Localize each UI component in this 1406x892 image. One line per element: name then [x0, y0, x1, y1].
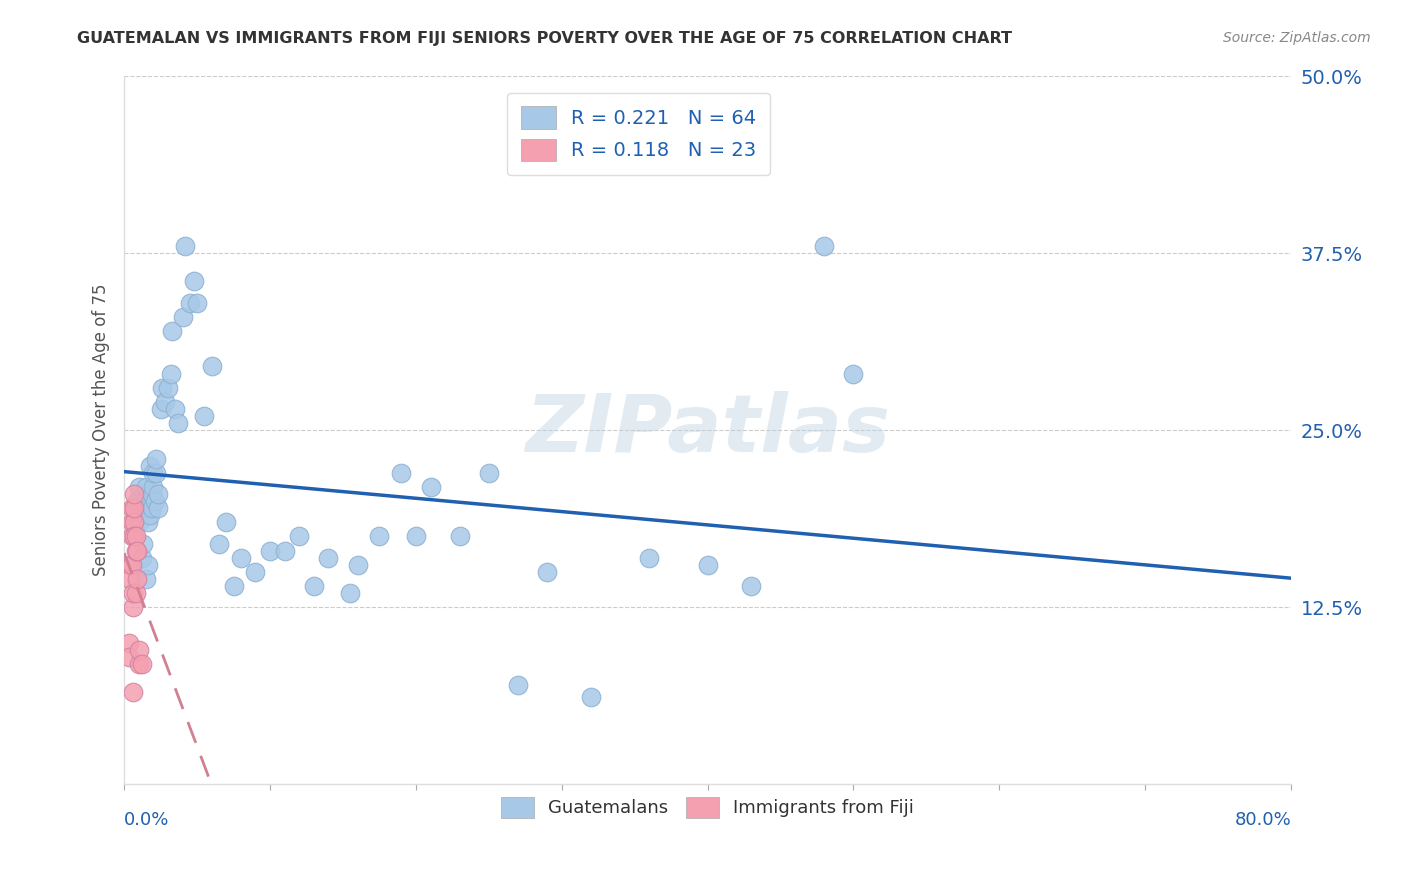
Point: [389, 466, 412, 480]
Point: [128, 480, 150, 494]
Point: [127, 543, 149, 558]
Point: [245, 565, 267, 579]
Point: [156, 381, 179, 395]
Point: [142, 466, 165, 480]
Text: GUATEMALAN VS IMMIGRANTS FROM FIJI SENIORS POVERTY OVER THE AGE OF 75 CORRELATIO: GUATEMALAN VS IMMIGRANTS FROM FIJI SENIO…: [77, 31, 1012, 46]
Point: [131, 657, 153, 671]
Point: [135, 480, 157, 494]
Point: [117, 636, 139, 650]
Point: [215, 516, 238, 530]
Point: [139, 508, 162, 523]
Point: [121, 558, 143, 572]
Point: [813, 239, 835, 253]
Point: [162, 324, 184, 338]
Point: [145, 466, 167, 480]
Point: [150, 381, 173, 395]
Text: 0.0%: 0.0%: [124, 811, 170, 830]
Point: [146, 487, 169, 501]
Point: [136, 558, 159, 572]
Point: [405, 529, 427, 543]
Point: [134, 494, 156, 508]
Point: [124, 516, 146, 530]
Point: [124, 501, 146, 516]
Point: [174, 239, 197, 253]
Point: [128, 643, 150, 657]
Text: Source: ZipAtlas.com: Source: ZipAtlas.com: [1223, 31, 1371, 45]
Point: [179, 295, 201, 310]
Point: [579, 690, 602, 704]
Text: ZIPatlas: ZIPatlas: [524, 392, 890, 469]
Point: [259, 543, 281, 558]
Point: [143, 494, 166, 508]
Point: [222, 579, 245, 593]
Point: [842, 367, 865, 381]
Point: [138, 501, 160, 516]
Point: [125, 543, 148, 558]
Point: [136, 516, 159, 530]
Point: [288, 529, 311, 543]
Point: [121, 501, 143, 516]
Point: [193, 409, 215, 423]
Point: [141, 487, 163, 501]
Point: [165, 401, 187, 416]
Point: [132, 536, 155, 550]
Point: [302, 579, 325, 593]
Point: [638, 550, 661, 565]
Point: [273, 543, 295, 558]
Point: [368, 529, 391, 543]
Point: [118, 558, 141, 572]
Point: [125, 501, 148, 516]
Point: [124, 487, 146, 501]
Point: [740, 579, 762, 593]
Point: [122, 586, 145, 600]
Point: [141, 501, 163, 516]
Point: [117, 649, 139, 664]
Point: [145, 451, 167, 466]
Point: [121, 529, 143, 543]
Point: [506, 678, 529, 692]
Point: [127, 572, 149, 586]
Point: [478, 466, 501, 480]
Point: [128, 657, 150, 671]
Point: [135, 572, 157, 586]
Point: [167, 416, 190, 430]
Point: [121, 516, 143, 530]
Point: [346, 558, 368, 572]
Point: [128, 516, 150, 530]
Point: [449, 529, 471, 543]
Point: [208, 536, 231, 550]
Point: [122, 685, 145, 699]
Point: [127, 494, 149, 508]
Point: [160, 367, 183, 381]
Legend: Guatemalans, Immigrants from Fiji: Guatemalans, Immigrants from Fiji: [494, 789, 921, 825]
Point: [183, 275, 205, 289]
Point: [125, 529, 148, 543]
Y-axis label: Seniors Poverty Over the Age of 75: Seniors Poverty Over the Age of 75: [93, 284, 110, 576]
Point: [146, 501, 169, 516]
Point: [339, 586, 361, 600]
Point: [696, 558, 718, 572]
Point: [142, 480, 165, 494]
Point: [419, 480, 441, 494]
Point: [229, 550, 252, 565]
Point: [172, 310, 194, 324]
Point: [201, 359, 224, 374]
Point: [118, 572, 141, 586]
Point: [149, 401, 172, 416]
Point: [125, 586, 148, 600]
Point: [139, 458, 162, 473]
Point: [131, 550, 153, 565]
Point: [186, 295, 208, 310]
Point: [318, 550, 340, 565]
Point: [153, 395, 176, 409]
Text: 80.0%: 80.0%: [1234, 811, 1291, 830]
Point: [122, 600, 145, 615]
Point: [536, 565, 558, 579]
Point: [124, 529, 146, 543]
